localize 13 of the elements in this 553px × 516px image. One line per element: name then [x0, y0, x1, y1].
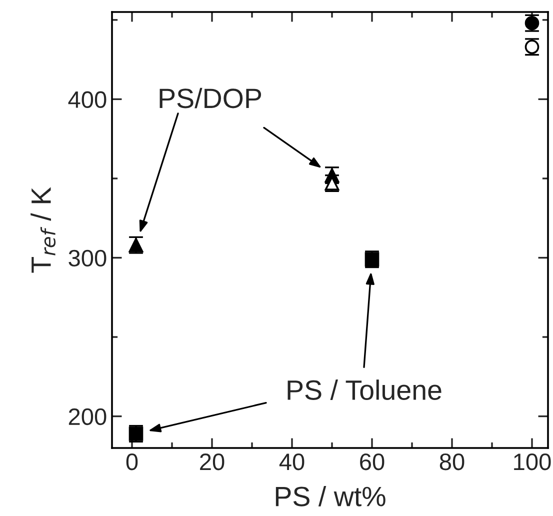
annotation: PS/DOP	[160, 88, 262, 108]
y-tick-label: 300	[68, 250, 106, 267]
x-tick-label: 0	[126, 453, 138, 470]
x-tick-label: 80	[440, 453, 464, 470]
y-axis-title: T$_{ref}$ / K	[30, 187, 56, 273]
x-axis-title: PS / wt%	[276, 486, 386, 506]
y-tick-label: 400	[68, 91, 106, 108]
x-tick-label: 20	[200, 453, 224, 470]
annotation: PS / Toluene	[288, 380, 442, 400]
x-tick-label: 60	[360, 453, 384, 470]
y-tick-label: 200	[68, 408, 106, 426]
x-tick-label: 40	[279, 453, 304, 470]
x-tick-label: 100	[514, 453, 551, 470]
